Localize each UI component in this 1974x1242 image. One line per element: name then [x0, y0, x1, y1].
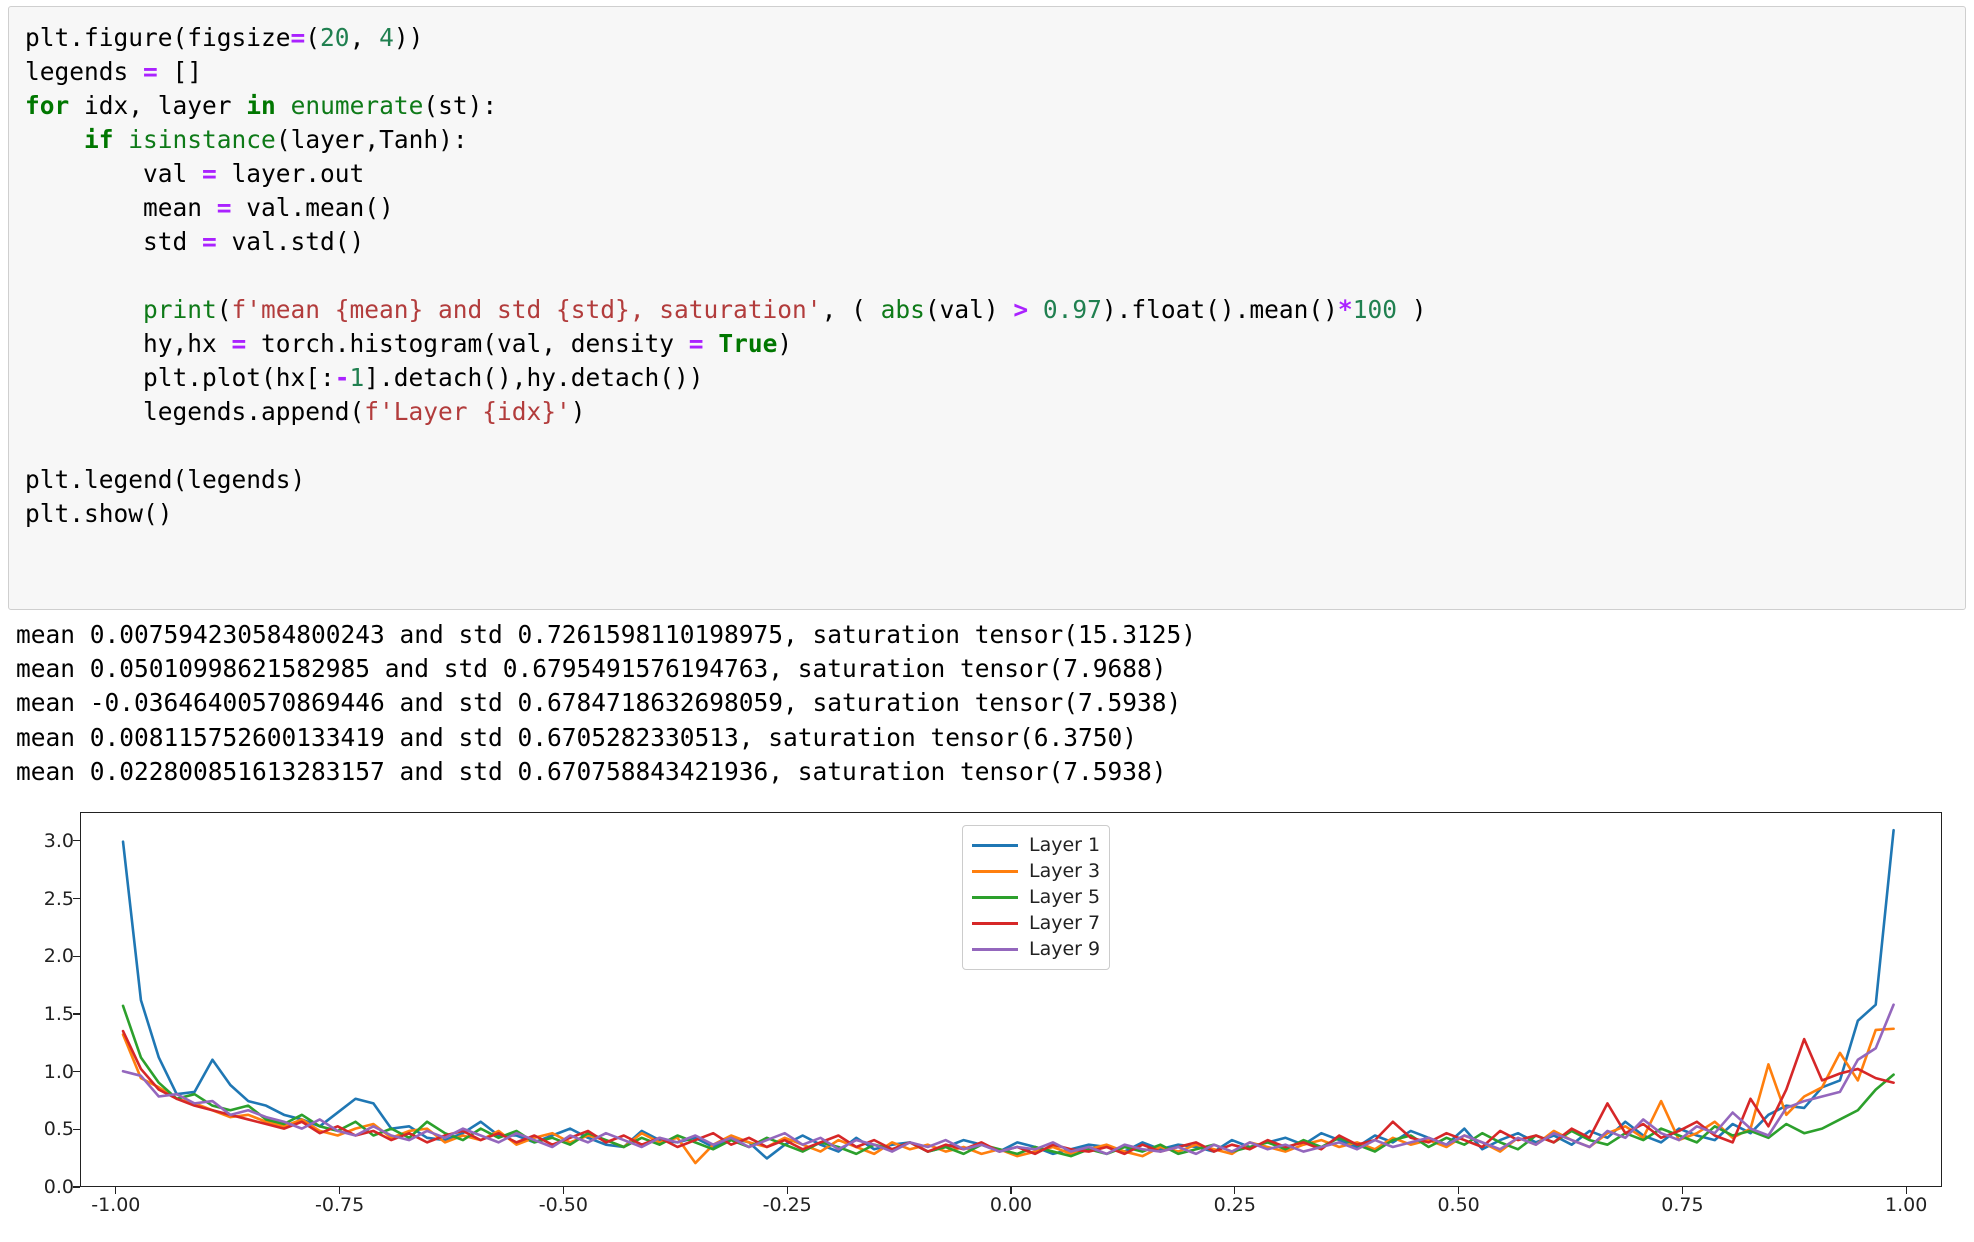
legend-item[interactable]: Layer 9 — [972, 936, 1100, 962]
code-line: print(f'mean {mean} and std {std}, satur… — [143, 295, 1427, 324]
legend-swatch-icon — [972, 921, 1018, 925]
code-line: val = layer.out — [25, 159, 365, 188]
stdout-line: mean 0.008115752600133419 and std 0.6705… — [16, 722, 1138, 752]
x-tick-label: 1.00 — [1885, 1194, 1928, 1216]
series-line-3 — [123, 1006, 1894, 1156]
code-line — [25, 429, 1965, 463]
y-tick-mark — [73, 897, 80, 900]
code-line: plt.show() — [25, 499, 173, 528]
y-tick-label: 1.0 — [43, 1060, 74, 1083]
stdout-output: mean 0.007594230584800243 and std 0.7261… — [16, 618, 1956, 789]
line-chart-canvas — [81, 813, 1941, 1186]
y-tick-mark — [73, 1070, 80, 1073]
code-cell[interactable]: plt.figure(figsize=(20, 4)) legends = [] f… — [8, 6, 1966, 610]
x-tick-label: -1.00 — [91, 1194, 141, 1216]
stdout-line: mean 0.022800851613283157 and std 0.6707… — [16, 756, 1167, 786]
x-tick-mark — [786, 1187, 788, 1194]
series-line-5 — [123, 1005, 1894, 1154]
code-line: mean = val.mean() — [25, 193, 394, 222]
y-tick-label: 2.5 — [43, 887, 74, 910]
series-line-1 — [123, 830, 1894, 1158]
x-tick-mark — [1681, 1187, 1684, 1194]
series-line-2 — [123, 1029, 1894, 1163]
stdout-line: mean 0.007594230584800243 and std 0.7261… — [16, 620, 1197, 649]
code-line: plt.plot(hx[:-1].detach(),hy.detach()) — [25, 363, 704, 392]
code-line: legends.append(f'Layer {idx}') — [25, 397, 586, 426]
y-tick-label: 2.0 — [43, 945, 74, 968]
x-tick-label: 0.75 — [1661, 1194, 1704, 1216]
legend-item[interactable]: Layer 3 — [972, 858, 1100, 884]
x-tick-mark — [115, 1187, 117, 1194]
code-line: for idx, layer in enumerate(st): — [25, 91, 498, 120]
code-line: hy,hx = torch.histogram(val, density = T… — [25, 329, 793, 358]
x-tick-mark — [1234, 1187, 1236, 1194]
y-tick-label: 3.0 — [43, 829, 74, 852]
code-line — [25, 259, 1965, 293]
x-tick-mark — [338, 1187, 341, 1194]
legend-item[interactable]: Layer 5 — [972, 884, 1100, 910]
stdout-line: mean 0.05010998621582985 and std 0.67954… — [16, 654, 1167, 684]
legend-label: Layer 7 — [1029, 912, 1101, 934]
legend-swatch-icon — [972, 843, 1018, 847]
x-tick-label: -0.25 — [762, 1194, 812, 1216]
x-tick-mark — [562, 1187, 565, 1194]
code-line: legends = [] — [25, 57, 203, 86]
x-tick-label: 0.00 — [989, 1194, 1033, 1216]
y-tick-mark — [73, 1128, 80, 1130]
y-tick-mark — [73, 1013, 80, 1015]
y-tick-mark — [73, 1186, 80, 1188]
legend-item[interactable]: Layer 1 — [972, 832, 1100, 858]
code-line: if isinstance(layer,Tanh): — [84, 125, 468, 154]
code-cell-source[interactable]: plt.figure(figsize=(20, 4)) legends = [] f… — [25, 21, 1965, 531]
y-tick-label: 0.0 — [43, 1176, 74, 1198]
legend-swatch-icon — [972, 895, 1018, 899]
x-tick-mark — [1905, 1187, 1907, 1194]
code-line: std = val.std() — [25, 227, 365, 256]
stdout-line: mean -0.03646400570869446 and std 0.6784… — [16, 688, 1182, 718]
code-line: plt.figure(figsize=(20, 4)) — [25, 23, 424, 52]
x-tick-mark — [1010, 1187, 1012, 1194]
code-line: plt.legend(legends) — [25, 465, 306, 494]
legend-label: Layer 9 — [1029, 938, 1101, 960]
x-tick-label: 0.25 — [1213, 1194, 1256, 1216]
legend-label: Layer 1 — [1029, 834, 1101, 856]
y-tick-mark — [73, 840, 80, 842]
legend-label: Layer 3 — [1029, 860, 1101, 882]
legend-swatch-icon — [972, 947, 1018, 951]
legend-swatch-icon — [972, 869, 1018, 873]
x-tick-label: 0.50 — [1437, 1194, 1480, 1216]
y-tick-label: 1.5 — [43, 1002, 74, 1025]
legend-item[interactable]: Layer 7 — [972, 910, 1100, 936]
legend-label: Layer 5 — [1029, 886, 1101, 908]
chart-legend[interactable]: Layer 1 Layer 3 Layer 5 Layer 7 Layer 9 — [962, 825, 1111, 970]
y-tick-label: 0.5 — [43, 1118, 74, 1141]
y-tick-mark — [73, 955, 80, 957]
x-tick-mark — [1457, 1187, 1460, 1194]
x-tick-label: -0.75 — [315, 1194, 365, 1216]
x-tick-label: -0.50 — [538, 1194, 588, 1216]
matplotlib-figure: 0.0 0.5 1.0 1.5 2.0 2.5 3.0 -1.00 -0.75 -0.50 -0.… — [14, 798, 1958, 1232]
